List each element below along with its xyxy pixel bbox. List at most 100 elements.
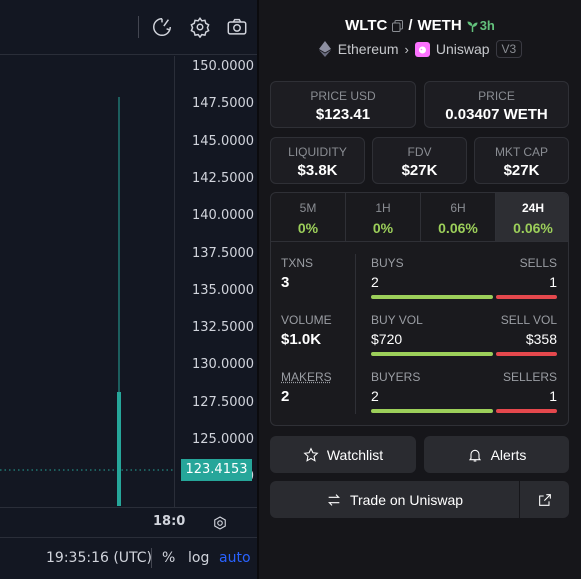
pair-info-panel: WLTC / WETH 3h Ethereum › Uniswap V3 PRI… — [259, 0, 581, 579]
bell-icon — [468, 449, 481, 462]
external-link-button[interactable] — [520, 481, 569, 518]
tab-change: 0.06% — [438, 220, 478, 236]
price-native-card: PRICE 0.03407 WETH — [424, 81, 569, 128]
camera-icon[interactable] — [225, 15, 249, 39]
txns-label: TXNS — [281, 256, 314, 270]
price-tick: 135.0000 — [192, 282, 255, 298]
trade-bar: Trade on Uniswap — [270, 481, 569, 518]
sell-vol-label: SELL VOL — [500, 313, 557, 327]
tab-1h[interactable]: 1H 0% — [346, 193, 421, 241]
txns-stat: TXNS 3 — [281, 256, 313, 291]
tab-label: 5M — [299, 201, 317, 215]
tab-change: 0% — [372, 220, 394, 236]
pair-age: 3h — [467, 18, 495, 33]
axis-settings-icon[interactable] — [211, 514, 229, 532]
buyers-label: BUYERS — [371, 370, 421, 384]
version-badge: V3 — [495, 40, 523, 58]
utc-clock[interactable]: 19:35:16 (UTC) — [46, 550, 153, 566]
time-axis[interactable]: 18:0 — [0, 507, 257, 537]
tab-6h[interactable]: 6H 0.06% — [421, 193, 496, 241]
price-tick: 127.5000 — [192, 394, 255, 410]
swap-arrows-icon — [327, 493, 340, 506]
alerts-button[interactable]: Alerts — [424, 436, 569, 473]
panel-divider[interactable] — [257, 0, 259, 579]
sell-vol-bar — [496, 352, 557, 356]
buys-sells-row: BUYS SELLS 2 1 — [371, 256, 557, 299]
trade-divider — [519, 481, 520, 518]
sell-vol-value: $358 — [525, 331, 557, 347]
liquidity-card: LIQUIDITY $3.8K — [270, 137, 365, 184]
metric-label: MKT CAP — [494, 145, 549, 159]
dex-name[interactable]: Uniswap — [435, 41, 490, 57]
timeframe-tabs: 5M 0% 1H 0% 6H 0.06% 24H 0.06% — [271, 193, 568, 242]
buy-vol-bar — [371, 352, 493, 356]
tab-change: 0% — [297, 220, 319, 236]
makers-label: MAKERS — [281, 370, 332, 384]
makers-value: 2 — [281, 388, 290, 405]
trade-button[interactable]: Trade on Uniswap — [270, 481, 519, 518]
volume-value: $1.0K — [281, 331, 322, 348]
buys-label: BUYS — [371, 256, 404, 270]
volume-label: VOLUME — [281, 313, 332, 327]
tab-5m[interactable]: 5M 0% — [271, 193, 346, 241]
pair-location: Ethereum › Uniswap V3 — [259, 40, 581, 58]
tab-change: 0.06% — [513, 220, 553, 236]
timeframe-stats: 5M 0% 1H 0% 6H 0.06% 24H 0.06% TXNS 3 VO… — [270, 192, 569, 426]
percent-scale-toggle[interactable]: % — [162, 550, 176, 566]
age-value: 3h — [479, 18, 495, 33]
price-native-value: 0.03407 WETH — [445, 106, 548, 123]
external-link-icon — [538, 493, 551, 506]
status-divider — [151, 548, 152, 568]
price-usd-value: $123.41 — [315, 106, 371, 123]
tab-label: 24H — [521, 201, 544, 215]
volume-stat: VOLUME $1.0K — [281, 313, 332, 348]
replay-icon[interactable] — [150, 15, 174, 39]
sells-label: SELLS — [519, 256, 557, 270]
price-usd-card: PRICE USD $123.41 — [270, 81, 416, 128]
tab-24h[interactable]: 24H 0.06% — [496, 193, 568, 241]
price-native-label: PRICE — [478, 89, 515, 103]
sellers-bar — [496, 409, 557, 413]
tab-label: 6H — [450, 201, 466, 215]
tab-label: 1H — [375, 201, 391, 215]
watchlist-button[interactable]: Watchlist — [270, 436, 416, 473]
trade-label: Trade on Uniswap — [349, 491, 464, 508]
copy-icon[interactable] — [392, 19, 404, 32]
last-price-tag: 123.4153 — [181, 459, 252, 481]
metric-label: LIQUIDITY — [288, 145, 347, 159]
candle-body — [117, 392, 121, 506]
buyers-value: 2 — [371, 388, 379, 404]
price-tick: 142.5000 — [192, 170, 255, 186]
log-scale-toggle[interactable]: log — [188, 550, 210, 566]
fdv-card: FDV $27K — [372, 137, 467, 184]
metric-value: $3.8K — [297, 162, 338, 179]
metric-label: FDV — [407, 145, 432, 159]
price-chart[interactable]: 150.0000 147.5000 145.0000 142.5000 140.0000… — [0, 0, 257, 579]
price-tick: 140.0000 — [192, 208, 255, 224]
price-tick: 147.5000 — [192, 96, 255, 112]
sellers-label: SELLERS — [502, 370, 557, 384]
ethereum-icon — [318, 41, 331, 57]
price-tick: 130.0000 — [192, 357, 255, 373]
chart-toolbar — [0, 0, 257, 55]
volume-split-row: BUY VOL SELL VOL $720 $358 — [371, 313, 557, 356]
makers-stat: MAKERS 2 — [281, 370, 332, 405]
toolbar-divider — [138, 16, 139, 38]
plot-area[interactable] — [0, 56, 174, 507]
alerts-label: Alerts — [490, 446, 527, 463]
star-icon — [303, 446, 319, 462]
settings-gear-icon[interactable] — [188, 15, 212, 39]
auto-scale-toggle[interactable]: auto — [219, 550, 251, 566]
base-symbol: WLTC — [345, 17, 388, 34]
stats-divider — [355, 254, 356, 414]
price-axis[interactable]: 150.0000 147.5000 145.0000 142.5000 140.0000… — [174, 56, 257, 507]
buyers-bar — [371, 409, 493, 413]
pair-title: WLTC / WETH 3h — [259, 17, 581, 34]
chain-name[interactable]: Ethereum — [337, 41, 399, 57]
buyers-sellers-row: BUYERS SELLERS 2 1 — [371, 370, 557, 413]
metric-value: $27K — [503, 162, 540, 179]
price-tick: 125.0000 — [192, 432, 255, 447]
txns-value: 3 — [281, 274, 290, 291]
buys-value: 2 — [371, 274, 379, 290]
buy-vol-value: $720 — [371, 331, 403, 347]
